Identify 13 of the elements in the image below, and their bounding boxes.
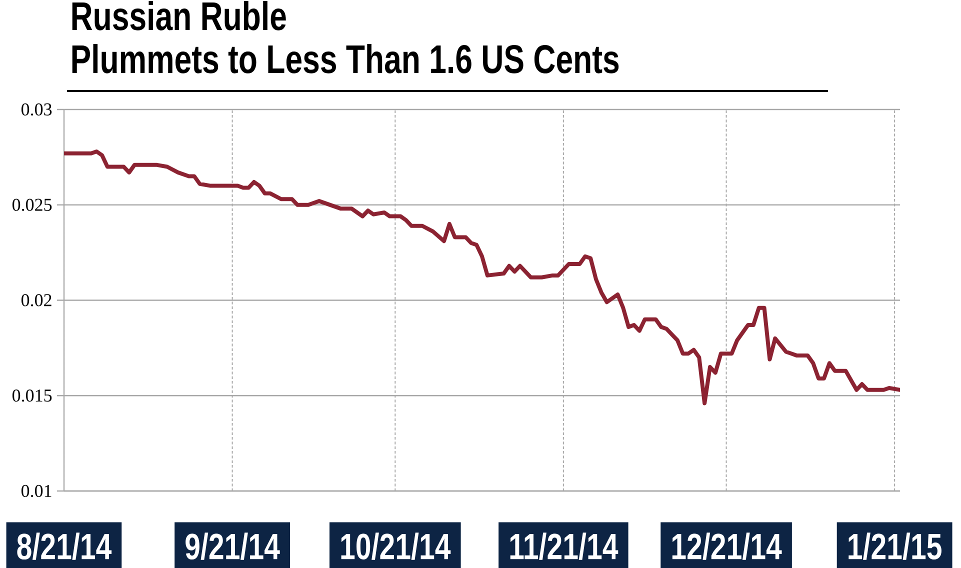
- x-tick-label: 8/21/14: [17, 532, 112, 560]
- x-tick-label: 9/21/14: [186, 532, 280, 560]
- chart-title: Russian Ruble: [72, 1, 286, 30]
- y-tick-label: 0.03: [21, 103, 52, 116]
- x-tick-label: 12/21/14: [672, 532, 782, 560]
- x-tick-label: 10/21/14: [341, 532, 451, 560]
- x-tick-label: 11/21/14: [510, 532, 618, 560]
- y-tick-label: 0.025: [12, 198, 52, 211]
- y-tick-label: 0.015: [12, 389, 52, 402]
- x-tick-label: 1/21/15: [848, 532, 942, 560]
- chart-subtitle: Plummets to Less Than 1.6 US Cents: [72, 44, 619, 74]
- y-tick-label: 0.02: [21, 294, 52, 306]
- y-tick-label: 0.01: [21, 484, 52, 498]
